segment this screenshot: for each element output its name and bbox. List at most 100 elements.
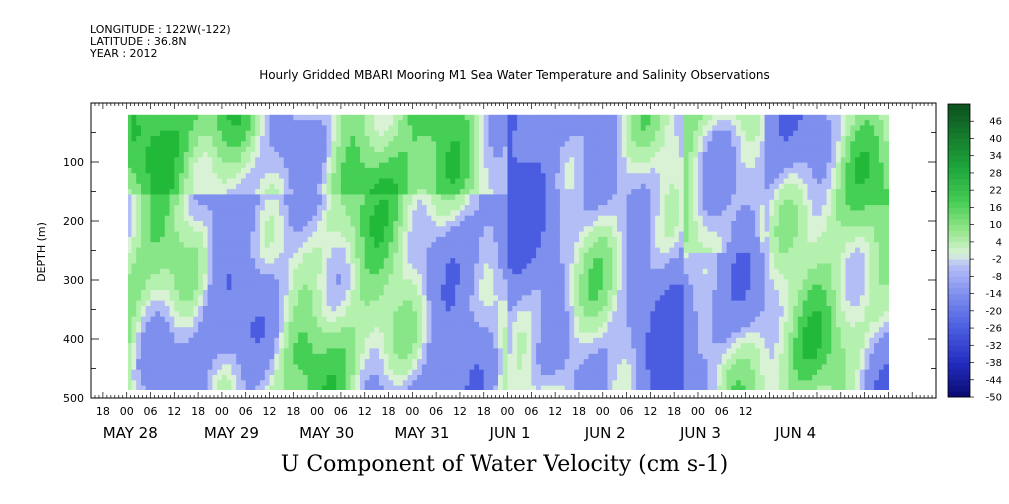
heatmap-cell bbox=[488, 364, 494, 371]
heatmap-cell bbox=[507, 167, 513, 174]
heatmap-cell bbox=[326, 130, 332, 137]
heatmap-cell bbox=[317, 263, 323, 270]
heatmap-cell bbox=[521, 183, 528, 190]
heatmap-cell bbox=[279, 189, 285, 195]
heatmap-cell bbox=[198, 146, 204, 153]
heatmap-cell bbox=[183, 375, 190, 381]
heatmap-cell bbox=[340, 125, 347, 132]
heatmap-cell bbox=[312, 300, 318, 307]
heatmap-cell bbox=[417, 236, 423, 243]
heatmap-cell bbox=[555, 364, 561, 371]
heatmap-cell bbox=[540, 141, 547, 148]
heatmap-cell bbox=[145, 226, 152, 233]
heatmap-cell bbox=[255, 162, 261, 169]
heatmap-cell bbox=[564, 157, 571, 164]
heatmap-cell bbox=[579, 189, 585, 195]
heatmap-cell bbox=[226, 173, 233, 180]
heatmap-cell bbox=[331, 327, 337, 334]
heatmap-cell bbox=[498, 316, 504, 323]
heatmap-cell bbox=[131, 221, 137, 227]
heatmap-cell bbox=[402, 162, 409, 169]
heatmap-cell bbox=[293, 125, 299, 132]
heatmap-cell bbox=[569, 332, 575, 339]
heatmap-cell bbox=[321, 231, 328, 238]
heatmap-cell bbox=[136, 284, 142, 291]
heatmap-cell bbox=[517, 114, 523, 121]
heatmap-cell bbox=[202, 130, 209, 137]
heatmap-cell bbox=[307, 120, 313, 126]
heatmap-cell bbox=[312, 114, 318, 121]
heatmap-cell bbox=[207, 369, 213, 376]
heatmap-cell bbox=[128, 306, 133, 312]
heatmap-cell bbox=[579, 120, 585, 126]
heatmap-cell bbox=[493, 236, 499, 243]
heatmap-cell bbox=[521, 120, 528, 126]
heatmap-cell bbox=[274, 327, 280, 334]
heatmap-cell bbox=[207, 205, 213, 211]
heatmap-cell bbox=[364, 258, 371, 265]
heatmap-cell bbox=[236, 268, 242, 275]
heatmap-cell bbox=[374, 311, 380, 318]
heatmap-cell bbox=[193, 258, 199, 265]
heatmap-cell bbox=[221, 353, 228, 360]
heatmap-cell bbox=[212, 279, 218, 286]
heatmap-cell bbox=[183, 348, 190, 355]
heatmap-cell bbox=[160, 183, 166, 190]
heatmap-cell bbox=[212, 348, 218, 355]
heatmap-cell bbox=[407, 146, 413, 153]
heatmap-cell bbox=[364, 332, 371, 339]
heatmap-cell bbox=[374, 210, 380, 217]
heatmap-cell bbox=[255, 167, 261, 174]
heatmap-cell bbox=[260, 136, 266, 142]
heatmap-cell bbox=[555, 146, 561, 153]
heatmap-cell bbox=[479, 306, 485, 312]
heatmap-cell bbox=[383, 359, 390, 365]
heatmap-cell bbox=[407, 337, 413, 344]
heatmap-cell bbox=[188, 152, 194, 158]
heatmap-cell bbox=[183, 369, 190, 376]
heatmap-cell bbox=[136, 183, 142, 190]
heatmap-cell bbox=[493, 130, 499, 137]
heatmap-cell bbox=[445, 279, 452, 286]
heatmap-cell bbox=[374, 226, 380, 233]
heatmap-cell bbox=[407, 364, 413, 371]
heatmap-cell bbox=[145, 205, 152, 211]
heatmap-cell bbox=[221, 369, 228, 376]
heatmap-cell bbox=[283, 199, 290, 206]
heatmap-cell bbox=[402, 152, 409, 158]
heatmap-cell bbox=[402, 146, 409, 153]
heatmap-cell bbox=[369, 199, 375, 206]
heatmap-cell bbox=[136, 337, 142, 344]
heatmap-cell bbox=[136, 359, 142, 365]
heatmap-cell bbox=[212, 284, 218, 291]
heatmap-cell bbox=[398, 279, 404, 286]
heatmap-cell bbox=[174, 205, 180, 211]
heatmap-cell bbox=[574, 274, 580, 280]
heatmap-cell bbox=[326, 279, 332, 286]
heatmap-cell bbox=[374, 327, 380, 334]
heatmap-cell bbox=[579, 268, 585, 275]
heatmap-cell bbox=[250, 353, 256, 360]
heatmap-cell bbox=[450, 120, 456, 126]
heatmap-cell bbox=[531, 226, 537, 233]
heatmap-cell bbox=[188, 199, 194, 206]
heatmap-cell bbox=[283, 215, 290, 222]
heatmap-cell bbox=[150, 205, 156, 211]
heatmap-cell bbox=[436, 311, 442, 318]
heatmap-cell bbox=[398, 300, 404, 307]
heatmap-cell bbox=[459, 353, 466, 360]
heatmap-cell bbox=[155, 295, 161, 302]
heatmap-cell bbox=[155, 162, 161, 169]
heatmap-cell bbox=[193, 364, 199, 371]
heatmap-cell bbox=[331, 316, 337, 323]
heatmap-cell bbox=[288, 130, 294, 137]
heatmap-cell bbox=[550, 189, 556, 195]
heatmap-cell bbox=[579, 295, 585, 302]
heatmap-cell bbox=[455, 173, 461, 180]
heatmap-cell bbox=[160, 141, 166, 148]
heatmap-cell bbox=[459, 385, 466, 390]
heatmap-cell bbox=[245, 162, 252, 169]
heatmap-cell bbox=[145, 210, 152, 217]
heatmap-cell bbox=[479, 136, 485, 142]
heatmap-cell bbox=[141, 120, 147, 126]
